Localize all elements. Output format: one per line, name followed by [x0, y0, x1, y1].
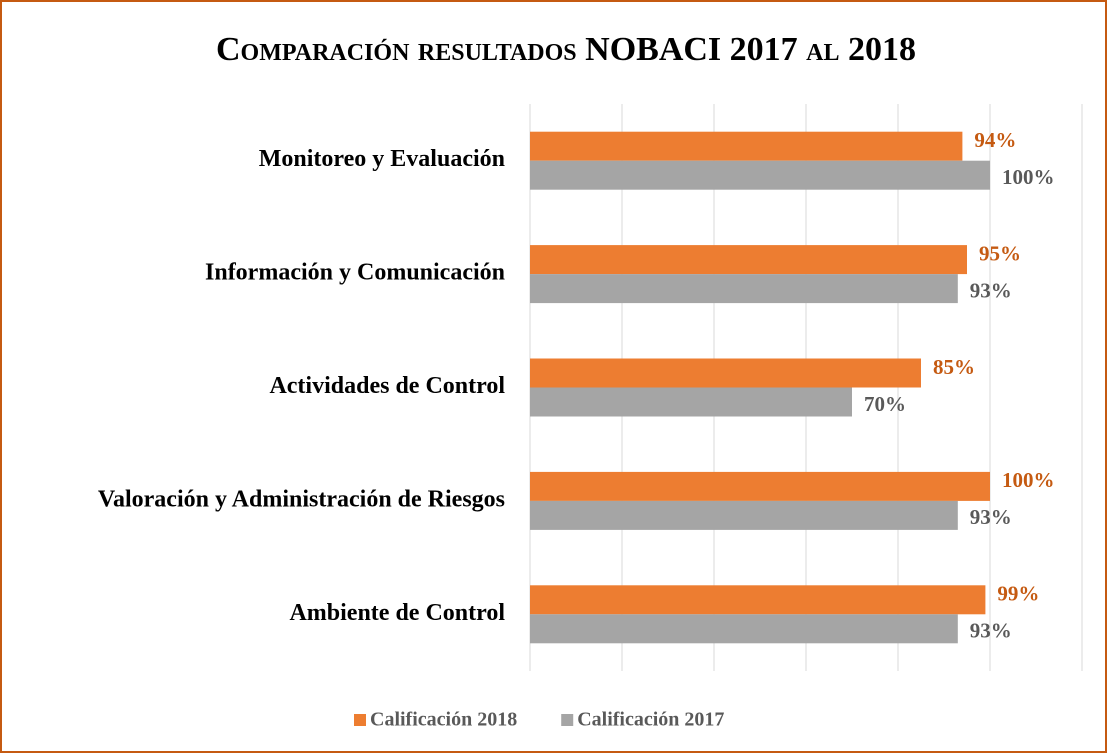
data-label: 93%	[970, 278, 1012, 302]
data-label: 95%	[979, 241, 1021, 265]
legend-swatch	[354, 714, 366, 726]
y-tick-label: Valoración y Administración de Riesgos	[98, 486, 505, 512]
bar	[530, 131, 963, 161]
data-label: 99%	[997, 582, 1039, 606]
data-label: 85%	[933, 355, 975, 379]
y-tick-label: Ambiente de Control	[289, 600, 505, 626]
data-label: 100%	[1002, 468, 1055, 492]
bar	[530, 500, 958, 530]
legend-label: Calificación 2017	[577, 709, 724, 731]
chart-title: Comparación resultados NOBACI 2017 al 20…	[216, 31, 916, 68]
bar	[530, 274, 958, 304]
bar	[530, 358, 921, 388]
bar	[530, 387, 852, 417]
data-label: 100%	[1002, 165, 1055, 189]
data-label: 94%	[974, 128, 1016, 152]
legend-label: Calificación 2018	[370, 709, 517, 731]
data-label: 93%	[970, 619, 1012, 643]
bar	[530, 614, 958, 644]
bar	[530, 245, 967, 275]
bar	[530, 471, 990, 501]
data-label: 93%	[970, 505, 1012, 529]
data-label: 70%	[864, 392, 906, 416]
y-tick-label: Información y Comunicación	[205, 260, 505, 286]
y-tick-label: Monitoreo y Evaluación	[259, 146, 505, 172]
legend-swatch	[561, 714, 574, 726]
bar	[530, 160, 990, 190]
bar	[530, 585, 986, 615]
y-tick-label: Actividades de Control	[269, 373, 505, 399]
